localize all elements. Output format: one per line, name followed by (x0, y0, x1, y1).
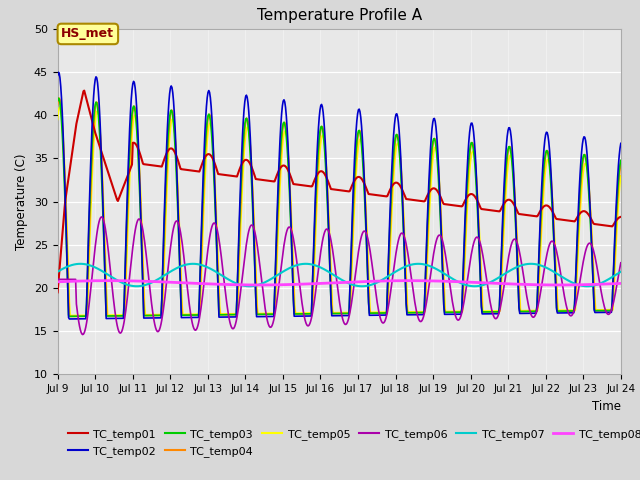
Y-axis label: Temperature (C): Temperature (C) (15, 153, 28, 250)
TC_temp07 (54, 269, 61, 275)
TC_temp03 (211, 182, 218, 188)
TC_temp02 (54, 72, 61, 78)
TC_temp01 (180, 167, 188, 172)
TC_temp03 (54, 98, 61, 104)
Line: TC_temp04: TC_temp04 (58, 98, 621, 316)
TC_temp06 (98, 214, 106, 220)
TC_temp01 (617, 214, 625, 220)
TC_temp03 (54, 96, 62, 101)
TC_temp07 (64, 264, 72, 269)
Legend: TC_temp01, TC_temp02, TC_temp03, TC_temp04, TC_temp05, TC_temp06, TC_temp07, TC_: TC_temp01, TC_temp02, TC_temp03, TC_temp… (63, 425, 640, 461)
TC_temp04 (426, 188, 433, 193)
TC_temp01 (81, 88, 88, 94)
TC_temp05 (67, 312, 74, 318)
TC_temp08 (179, 280, 187, 286)
Title: Temperature Profile A: Temperature Profile A (257, 9, 422, 24)
TC_temp02 (124, 190, 131, 196)
TC_temp06 (410, 289, 417, 295)
TC_temp03 (65, 312, 72, 318)
TC_temp02 (180, 315, 188, 321)
TC_temp03 (410, 310, 417, 315)
TC_temp03 (124, 202, 131, 208)
TC_temp08 (410, 278, 417, 284)
TC_temp06 (54, 276, 61, 282)
TC_temp04 (617, 160, 625, 166)
TC_temp02 (617, 141, 625, 146)
Line: TC_temp03: TC_temp03 (58, 98, 621, 316)
TC_temp06 (79, 332, 86, 337)
TC_temp08 (122, 278, 129, 284)
TC_temp04 (211, 168, 218, 174)
TC_temp04 (124, 219, 131, 225)
Line: TC_temp07: TC_temp07 (58, 264, 621, 286)
TC_temp06 (211, 220, 218, 226)
TC_temp07 (76, 261, 84, 267)
TC_temp05 (426, 205, 433, 211)
TC_temp02 (426, 161, 433, 167)
TC_temp02 (54, 70, 62, 75)
TC_temp06 (617, 260, 625, 265)
TC_temp01 (123, 176, 131, 181)
TC_temp01 (64, 180, 72, 186)
TC_temp02 (211, 168, 218, 174)
Line: TC_temp05: TC_temp05 (58, 107, 621, 315)
TC_temp07 (180, 262, 188, 268)
TC_temp08 (406, 278, 413, 284)
TC_temp05 (180, 312, 188, 317)
TC_temp08 (54, 279, 61, 285)
TC_temp06 (180, 259, 188, 265)
TC_temp08 (255, 282, 263, 288)
TC_temp06 (426, 278, 433, 284)
Line: TC_temp06: TC_temp06 (58, 217, 621, 335)
TC_temp02 (410, 312, 417, 318)
TC_temp04 (54, 102, 61, 108)
Text: HS_met: HS_met (61, 27, 115, 40)
TC_temp04 (65, 313, 73, 319)
TC_temp04 (55, 95, 63, 101)
TC_temp08 (617, 280, 625, 286)
TC_temp06 (124, 295, 131, 301)
Line: TC_temp01: TC_temp01 (58, 91, 621, 292)
X-axis label: Time: Time (592, 400, 621, 413)
TC_temp04 (410, 310, 417, 315)
TC_temp04 (180, 312, 188, 318)
TC_temp01 (54, 289, 61, 295)
TC_temp01 (425, 190, 433, 195)
TC_temp05 (65, 274, 72, 279)
TC_temp05 (617, 173, 625, 179)
TC_temp07 (410, 262, 417, 267)
Line: TC_temp08: TC_temp08 (58, 281, 621, 285)
TC_temp03 (617, 157, 625, 163)
TC_temp05 (410, 309, 417, 315)
Line: TC_temp02: TC_temp02 (58, 72, 621, 319)
TC_temp01 (408, 197, 416, 203)
TC_temp07 (133, 283, 141, 289)
TC_temp08 (64, 278, 72, 284)
TC_temp05 (54, 117, 61, 122)
TC_temp07 (123, 282, 131, 288)
TC_temp05 (211, 163, 218, 168)
TC_temp07 (211, 268, 218, 274)
TC_temp03 (426, 176, 433, 182)
TC_temp01 (210, 157, 218, 163)
TC_temp07 (426, 263, 433, 269)
TC_temp08 (426, 278, 433, 284)
TC_temp05 (124, 240, 131, 246)
TC_temp02 (65, 314, 72, 320)
TC_temp07 (617, 269, 625, 275)
TC_temp02 (65, 316, 73, 322)
TC_temp08 (209, 281, 216, 287)
TC_temp03 (65, 313, 73, 319)
TC_temp06 (64, 276, 72, 282)
TC_temp04 (65, 292, 72, 298)
TC_temp03 (180, 312, 188, 318)
TC_temp05 (56, 104, 64, 110)
